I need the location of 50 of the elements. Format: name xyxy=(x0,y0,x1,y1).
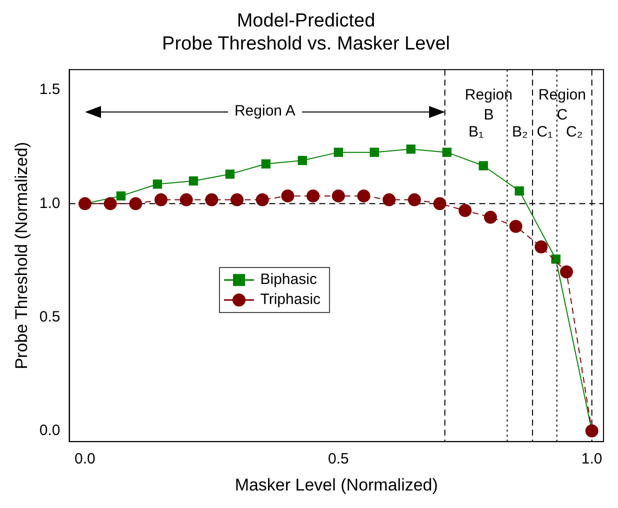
y-tick-label: 0.0 xyxy=(39,422,60,440)
y-axis-title: Probe Threshold (Normalized) xyxy=(12,142,31,370)
point xyxy=(188,176,198,186)
annotation: B₂ xyxy=(512,124,528,141)
point xyxy=(478,161,488,170)
point xyxy=(256,193,269,206)
point xyxy=(514,186,524,196)
y-tick-label: 1.5 xyxy=(39,81,60,98)
point xyxy=(458,204,472,217)
point xyxy=(382,193,396,206)
x-tick-label: 1.0 xyxy=(581,450,602,468)
point xyxy=(154,193,168,206)
point xyxy=(281,189,294,202)
legend-label: Triphasic xyxy=(260,290,321,310)
point xyxy=(205,193,218,206)
point xyxy=(442,148,452,157)
y-tick-label: 0.5 xyxy=(39,308,60,326)
point xyxy=(370,148,379,157)
point xyxy=(298,156,308,166)
point xyxy=(509,220,522,233)
point xyxy=(433,197,446,210)
annotation: Region B xyxy=(464,86,512,124)
annotation: B₁ xyxy=(468,124,484,141)
point xyxy=(332,189,345,202)
point xyxy=(152,180,162,189)
x-axis-title: Masker Level (Normalized) xyxy=(234,475,438,494)
point xyxy=(560,265,573,278)
point xyxy=(230,193,244,206)
point xyxy=(180,193,193,206)
x-tick-label: 0.0 xyxy=(74,450,96,468)
point xyxy=(534,240,548,254)
point xyxy=(306,189,320,202)
y-tick-label: 1.0 xyxy=(39,194,60,212)
point xyxy=(484,210,497,224)
point xyxy=(408,193,421,206)
legend-label: Biphasic xyxy=(260,270,317,290)
point xyxy=(129,197,142,210)
annotation: Region C xyxy=(538,86,586,124)
point xyxy=(406,144,416,154)
annotation: C₁ xyxy=(536,124,553,141)
point xyxy=(116,191,126,201)
point xyxy=(357,189,370,202)
point xyxy=(225,170,235,179)
point xyxy=(334,148,343,157)
chart-title: Model-Predicted Probe Threshold vs. Masker Level xyxy=(162,10,450,54)
x-tick-label: 0.5 xyxy=(328,450,349,468)
point xyxy=(261,159,271,169)
annotation: C₂ xyxy=(566,124,583,141)
point xyxy=(104,197,117,210)
annotation: Region A xyxy=(234,102,296,120)
